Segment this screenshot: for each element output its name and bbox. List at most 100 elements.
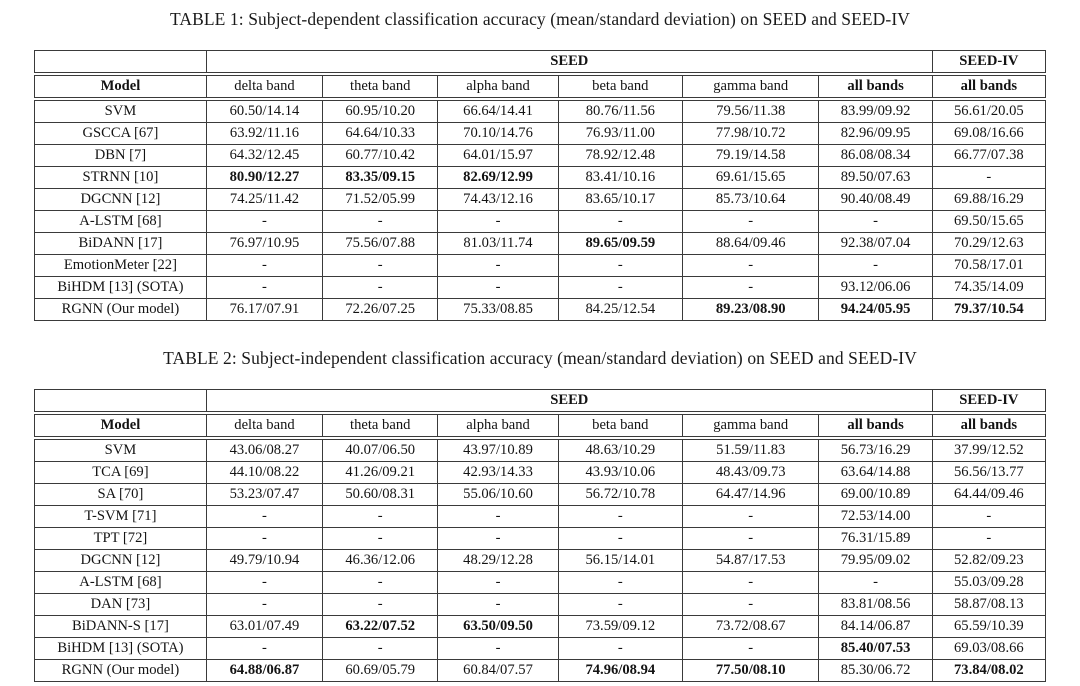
table2-body: SVM 43.06/08.27 40.07/06.50 43.97/10.89 48.6… (34, 437, 1047, 682)
table-row: SVM 43.06/08.27 40.07/06.50 43.97/10.89 48.6… (34, 437, 1047, 462)
column-header-all-bands-seed-iv: all bands (931, 413, 1047, 440)
value-cell: 80.76/11.56 (557, 98, 684, 123)
value-cell: - (931, 505, 1047, 528)
value-cell: 69.03/08.66 (931, 637, 1047, 660)
value-cell: - (437, 505, 559, 528)
value-cell: 77.98/10.72 (681, 122, 820, 145)
column-header-delta-band: delta band (205, 413, 324, 440)
table2-caption: TABLE 2: Subject-independent classificat… (163, 348, 917, 368)
value-cell: 46.36/12.06 (322, 549, 439, 572)
value-cell: - (205, 210, 324, 233)
value-cell: 70.29/12.63 (931, 232, 1047, 255)
value-cell: 69.08/16.66 (931, 122, 1047, 145)
model-cell: DGCNN [12] (34, 549, 207, 572)
value-cell: 84.25/12.54 (557, 298, 684, 321)
value-cell: - (437, 527, 559, 550)
value-cell: 74.43/12.16 (437, 188, 559, 211)
value-cell: 48.29/12.28 (437, 549, 559, 572)
value-cell: 73.84/08.02 (931, 659, 1047, 682)
value-cell: 53.23/07.47 (205, 483, 324, 506)
table-row: STRNN [10] 80.90/12.27 83.35/09.15 82.69/12… (34, 166, 1047, 189)
model-cell: BiHDM [13] (SOTA) (34, 276, 207, 299)
value-cell: - (681, 210, 820, 233)
value-cell: 43.93/10.06 (557, 461, 684, 484)
value-cell: 89.65/09.59 (557, 232, 684, 255)
value-cell: - (818, 571, 933, 594)
value-cell: 69.50/15.65 (931, 210, 1047, 233)
table-row: A-LSTM [68] - - - - - -69.50/15.65 (34, 210, 1047, 233)
value-cell: - (205, 571, 324, 594)
value-cell: 55.06/10.60 (437, 483, 559, 506)
table-row: TCA [69] 44.10/08.22 41.26/09.21 42.93/14.3… (34, 461, 1047, 484)
value-cell: 70.10/14.76 (437, 122, 559, 145)
table-row: RGNN (Our model) 76.17/07.91 72.26/07.25 75… (34, 298, 1047, 321)
value-cell: 63.64/14.88 (818, 461, 933, 484)
table1-caption: TABLE 1: Subject-dependent classificatio… (169, 9, 911, 29)
value-cell: 69.61/15.65 (681, 166, 820, 189)
column-header-all-bands-seed: all bands (818, 74, 933, 101)
value-cell: - (681, 505, 820, 528)
value-cell: 64.32/12.45 (205, 144, 324, 167)
column-header-all-bands-seed: all bands (818, 413, 933, 440)
value-cell: 76.97/10.95 (205, 232, 324, 255)
value-cell: 82.69/12.99 (437, 166, 559, 189)
value-cell: 70.58/17.01 (931, 254, 1047, 277)
value-cell: - (322, 210, 439, 233)
model-cell: RGNN (Our model) (34, 298, 207, 321)
value-cell: 50.60/08.31 (322, 483, 439, 506)
table-row: EmotionMeter [22] - - - - - -70.58/17.01 (34, 254, 1047, 277)
value-cell: 79.37/10.54 (931, 298, 1047, 321)
value-cell: - (557, 571, 684, 594)
value-cell: - (205, 254, 324, 277)
model-cell: A-LSTM [68] (34, 210, 207, 233)
column-header-beta-band: beta band (557, 74, 684, 101)
value-cell: 56.61/20.05 (931, 98, 1047, 123)
value-cell: 63.22/07.52 (322, 615, 439, 638)
table-row: SA [70] 53.23/07.47 50.60/08.31 55.06/10.60… (34, 483, 1047, 506)
value-cell: 88.64/09.46 (681, 232, 820, 255)
model-cell: DGCNN [12] (34, 188, 207, 211)
value-cell: 73.72/08.67 (681, 615, 820, 638)
seed-group-header: SEED (206, 50, 933, 76)
value-cell: 56.56/13.77 (931, 461, 1047, 484)
model-cell: TCA [69] (34, 461, 207, 484)
column-header-alpha-band: alpha band (437, 74, 559, 101)
model-cell: SVM (34, 437, 207, 462)
table1-body: SVM 60.50/14.14 60.95/10.20 66.64/14.41 80.7… (34, 98, 1047, 321)
value-cell: 66.64/14.41 (437, 98, 559, 123)
value-cell: 89.50/07.63 (818, 166, 933, 189)
model-cell: SVM (34, 98, 207, 123)
value-cell: 77.50/08.10 (681, 659, 820, 682)
column-header-delta-band: delta band (205, 74, 324, 101)
value-cell: - (205, 637, 324, 660)
value-cell: 85.30/06.72 (818, 659, 933, 682)
seed-iv-group-header: SEED-IV (932, 50, 1046, 76)
value-cell: - (437, 571, 559, 594)
value-cell: 83.35/09.15 (322, 166, 439, 189)
value-cell: - (205, 527, 324, 550)
value-cell: 60.50/14.14 (205, 98, 324, 123)
value-cell: 83.99/09.92 (818, 98, 933, 123)
group-header-row: SEED SEED-IV (34, 50, 1046, 76)
value-cell: 69.88/16.29 (931, 188, 1047, 211)
value-cell: - (557, 276, 684, 299)
value-cell: 64.44/09.46 (931, 483, 1047, 506)
model-cell: RGNN (Our model) (34, 659, 207, 682)
table-row: A-LSTM [68] - - - - - -55.03/09.28 (34, 571, 1047, 594)
value-cell: 64.47/14.96 (681, 483, 820, 506)
value-cell: 89.23/08.90 (681, 298, 820, 321)
value-cell: 82.96/09.95 (818, 122, 933, 145)
value-cell: 83.41/10.16 (557, 166, 684, 189)
value-cell: 55.03/09.28 (931, 571, 1047, 594)
column-header-row: Model delta band theta band alpha band b… (34, 413, 1047, 440)
column-header-model: Model (34, 413, 207, 440)
value-cell: 73.59/09.12 (557, 615, 684, 638)
model-cell: T-SVM [71] (34, 505, 207, 528)
value-cell: 64.64/10.33 (322, 122, 439, 145)
column-header-all-bands-seed-iv: all bands (931, 74, 1047, 101)
model-cell: BiHDM [13] (SOTA) (34, 637, 207, 660)
table-row: SVM 60.50/14.14 60.95/10.20 66.64/14.41 80.7… (34, 98, 1047, 123)
value-cell: 90.40/08.49 (818, 188, 933, 211)
value-cell: 94.24/05.95 (818, 298, 933, 321)
